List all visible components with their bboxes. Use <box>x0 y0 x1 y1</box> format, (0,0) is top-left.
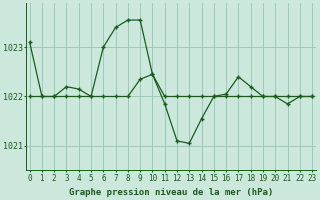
X-axis label: Graphe pression niveau de la mer (hPa): Graphe pression niveau de la mer (hPa) <box>69 188 273 197</box>
